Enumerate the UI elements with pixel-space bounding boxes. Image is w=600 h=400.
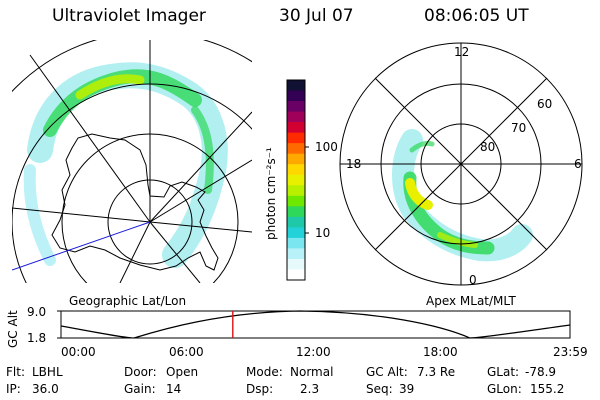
mode-key: Mode:	[246, 365, 283, 379]
colorbar-swatch	[287, 90, 305, 102]
colorbar-swatch	[287, 122, 305, 134]
colorbar-swatch	[287, 143, 305, 155]
timeline-xtick: 00:00	[61, 345, 96, 359]
glat-value: -78.9	[525, 365, 557, 379]
colorbar-tick-10: 10	[315, 226, 331, 240]
gcalt-key: GC Alt:	[366, 365, 408, 379]
colorbar-swatch	[287, 111, 305, 123]
mlt-grid-lines	[340, 43, 582, 285]
mlt-label-12: 12	[454, 45, 470, 59]
mlat-label-80: 80	[480, 140, 496, 154]
mlt-label-0: 0	[469, 273, 477, 287]
gcalt-value: 7.3 Re	[417, 365, 456, 379]
glon-key: GLon:	[487, 382, 522, 396]
seq-value: 39	[399, 382, 415, 396]
glon-value: 155.2	[530, 382, 565, 396]
aurora-emission-mag	[392, 129, 533, 262]
date-label: 30 Jul 07	[279, 6, 354, 26]
colorbar-swatch	[287, 195, 305, 207]
mlat-label-60: 60	[537, 97, 553, 111]
colorbar-swatch	[287, 269, 305, 281]
mlt-label-18: 18	[346, 157, 362, 171]
colorbar-swatch	[287, 80, 305, 92]
glat-key: GLat:	[487, 365, 520, 379]
timeline-xtick: 18:00	[423, 345, 458, 359]
timeline-xtick: 06:00	[169, 345, 204, 359]
antarctica-coastline	[51, 133, 219, 271]
colorbar-tick-100: 100	[315, 140, 338, 154]
mlat-label-70: 70	[511, 121, 527, 135]
right-panel-caption: Apex MLat/MLT	[426, 294, 516, 308]
door-key: Door:	[124, 365, 157, 379]
ip-value: 36.0	[32, 382, 59, 396]
timeline-axis-label: GC Alt	[6, 310, 20, 348]
timeline-xtick: 23:59	[553, 345, 588, 359]
terminator-line	[12, 221, 151, 271]
left-panel-caption: Geographic Lat/Lon	[69, 294, 187, 308]
colorbar-swatch	[287, 216, 305, 228]
colorbar-swatch	[287, 248, 305, 260]
gain-value: 14	[166, 382, 182, 396]
colorbar-swatch	[287, 227, 305, 239]
colorbar-swatch	[287, 164, 305, 176]
door-value: Open	[166, 365, 199, 379]
colorbar-swatch	[287, 174, 305, 186]
mlt-label-6: 6	[574, 157, 582, 171]
color-scale-bar	[287, 80, 305, 281]
dsp-key: Dsp:	[246, 382, 274, 396]
mode-value: Normal	[290, 365, 334, 379]
meridian-lines	[12, 40, 252, 283]
timeline-ytick-top: 9.0	[27, 305, 47, 319]
colorbar-swatch	[287, 132, 305, 144]
geographic-map	[12, 40, 252, 283]
colorbar-swatch	[287, 258, 305, 271]
seq-key: Seq:	[366, 382, 393, 396]
colorbar-swatch	[287, 237, 305, 250]
colorbar-swatch	[287, 153, 305, 165]
ip-key: IP:	[6, 382, 21, 396]
altitude-timeline	[57, 310, 571, 339]
colorbar-unit-label: photon cm⁻²s⁻¹	[264, 147, 278, 240]
dsp-value: 2.3	[300, 382, 320, 396]
colorbar-swatch	[287, 185, 305, 197]
flt-key: Flt:	[6, 365, 25, 379]
flt-value: LBHL	[32, 365, 63, 379]
timeline-ytick-bottom: 1.8	[27, 331, 47, 345]
gain-key: Gain:	[124, 382, 156, 396]
app-title: Ultraviolet Imager	[52, 6, 206, 26]
colorbar-swatch	[287, 101, 305, 113]
colorbar-swatch	[287, 206, 305, 218]
aurora-emission	[23, 62, 228, 268]
time-label: 08:06:05 UT	[424, 6, 529, 26]
timeline-xtick: 12:00	[296, 345, 331, 359]
